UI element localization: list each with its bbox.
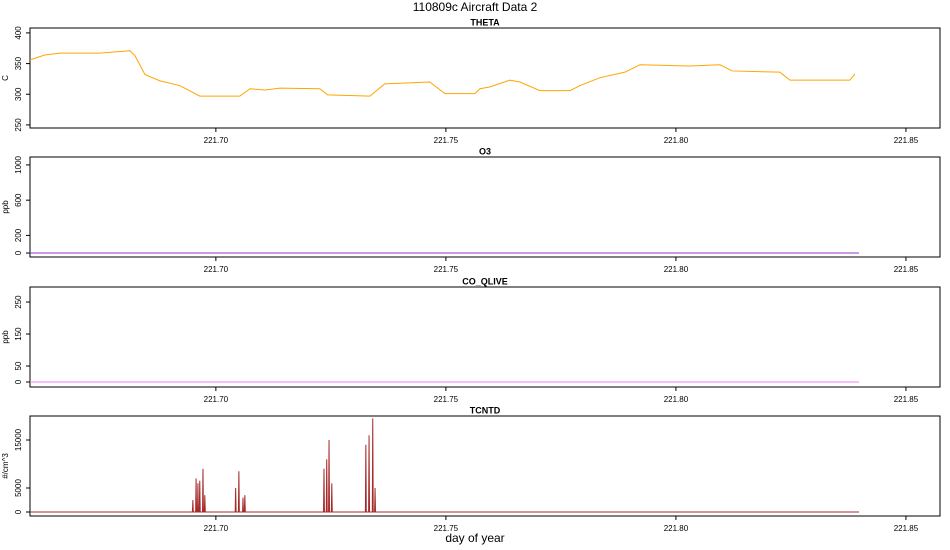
y-tick-label: 300 xyxy=(14,87,23,101)
plot-frame xyxy=(29,156,941,258)
x-tick-label: 221.75 xyxy=(434,265,459,274)
y-tick-label: 250 xyxy=(14,295,23,309)
x-tick-label: 221.80 xyxy=(664,136,689,145)
page-title: 110809c Aircraft Data 2 xyxy=(413,0,538,14)
plot-frame xyxy=(29,415,941,517)
plot-frame xyxy=(29,27,941,129)
data-line xyxy=(29,50,856,97)
x-tick-label: 221.75 xyxy=(434,524,459,533)
x-tick-label: 221.75 xyxy=(434,136,459,145)
x-tick-label: 221.75 xyxy=(434,395,459,404)
y-tick-label: 1000 xyxy=(14,155,23,173)
y-tick-label: 0 xyxy=(14,379,23,384)
panel-title: THETA xyxy=(470,17,500,27)
data-line xyxy=(30,418,860,513)
y-tick-label: 250 xyxy=(14,118,23,132)
y-axis-label: ppb xyxy=(1,330,10,344)
x-tick-label: 221.70 xyxy=(204,265,229,274)
x-tick-label: 221.85 xyxy=(894,265,919,274)
y-tick-label: 350 xyxy=(14,56,23,70)
plot-frame xyxy=(29,286,941,388)
x-tick-label: 221.70 xyxy=(204,136,229,145)
x-tick-label: 221.85 xyxy=(894,395,919,404)
y-tick-label: 5000 xyxy=(14,479,23,497)
y-axis-label: ppb xyxy=(1,200,10,214)
x-tick-label: 221.80 xyxy=(664,524,689,533)
y-tick-label: 0 xyxy=(14,509,23,514)
panel-title: CO_QLIVE xyxy=(462,276,508,286)
x-tick-label: 221.80 xyxy=(664,395,689,404)
x-tick-label: 221.80 xyxy=(664,265,689,274)
y-tick-label: 0 xyxy=(14,250,23,255)
y-tick-label: 150 xyxy=(14,327,23,341)
y-tick-label: 400 xyxy=(14,26,23,40)
y-tick-label: 15000 xyxy=(14,428,23,451)
y-axis-label: #/cm^3 xyxy=(1,453,10,479)
panel-title: O3 xyxy=(479,146,491,156)
x-tick-label: 221.85 xyxy=(894,136,919,145)
y-tick-label: 200 xyxy=(14,228,23,242)
y-tick-label: 50 xyxy=(14,361,23,370)
y-tick-label: 600 xyxy=(14,193,23,207)
x-tick-label: 221.70 xyxy=(204,524,229,533)
x-axis-label: day of year xyxy=(445,531,504,545)
y-axis-label: C xyxy=(1,75,10,81)
x-tick-label: 221.85 xyxy=(894,524,919,533)
x-tick-label: 221.70 xyxy=(204,395,229,404)
panel-title: TCNTD xyxy=(470,405,501,415)
